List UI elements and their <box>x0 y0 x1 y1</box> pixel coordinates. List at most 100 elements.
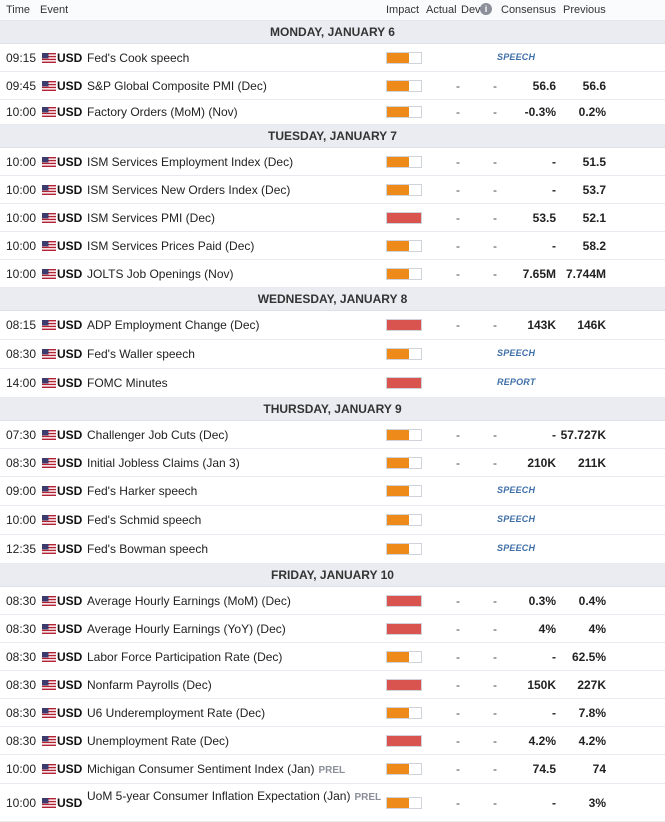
event-title[interactable]: Michigan Consumer Sentiment Index (Jan) <box>87 762 315 776</box>
event-title[interactable]: Fed's Schmid speech <box>87 513 202 527</box>
event-row[interactable]: 10:00 USD Fed's Schmid speech SPEECH <box>0 506 665 535</box>
event-title[interactable]: Average Hourly Earnings (YoY) (Dec) <box>87 622 286 636</box>
event-name[interactable]: JOLTS Job Openings (Nov) <box>87 267 234 281</box>
event-row[interactable]: 10:00 USD ISM Services Prices Paid (Dec) - -… <box>0 232 665 260</box>
consensus-value: 74.5 <box>532 762 556 776</box>
event-title[interactable]: S&P Global Composite PMI (Dec) <box>87 79 267 93</box>
event-time: 10:00 <box>6 211 37 225</box>
event-row[interactable]: 08:30 USD Labor Force Participation Rate (… <box>0 643 665 671</box>
event-name[interactable]: Factory Orders (MoM) (Nov) <box>87 105 238 119</box>
event-name[interactable]: Unemployment Rate (Dec) <box>87 734 229 748</box>
event-title[interactable]: ISM Services New Orders Index (Dec) <box>87 183 291 197</box>
event-title[interactable]: Fed's Bowman speech <box>87 542 209 556</box>
event-name[interactable]: Fed's Waller speech <box>87 347 195 361</box>
event-type-badge: SPEECH <box>497 52 536 62</box>
event-title[interactable]: Average Hourly Earnings (MoM) (Dec) <box>87 594 291 608</box>
deviation-value: - <box>493 318 497 332</box>
event-title[interactable]: Fed's Cook speech <box>87 51 190 65</box>
event-row[interactable]: 10:00 USD JOLTS Job Openings (Nov) - - 7.65M 7… <box>0 260 665 288</box>
event-name[interactable]: Michigan Consumer Sentiment Index (Jan) P… <box>87 762 345 776</box>
header-time[interactable]: Time <box>6 4 31 16</box>
event-name[interactable]: U6 Underemployment Rate (Dec) <box>87 706 265 720</box>
event-time: 09:45 <box>6 79 37 93</box>
event-title[interactable]: UoM 5-year Consumer Inflation Expectatio… <box>87 789 351 803</box>
consensus-value: -0.3% <box>524 105 556 119</box>
header-previous[interactable]: Previous <box>563 4 606 16</box>
event-row[interactable]: 09:00 USD Fed's Harker speech SPEECH <box>0 477 665 506</box>
event-row[interactable]: 09:15 USD Fed's Cook speech SPEECH <box>0 44 665 72</box>
event-time: 08:30 <box>6 622 37 636</box>
event-title[interactable]: ISM Services Prices Paid (Dec) <box>87 239 255 253</box>
event-row[interactable]: 08:30 USD U6 Underemployment Rate (Dec) - - -… <box>0 699 665 727</box>
event-row[interactable]: 10:00 USD ISM Services New Orders Index (D… <box>0 176 665 204</box>
us-flag-icon <box>42 596 56 606</box>
event-title[interactable]: Labor Force Participation Rate (Dec) <box>87 650 283 664</box>
event-title[interactable]: Challenger Job Cuts (Dec) <box>87 428 229 442</box>
event-name[interactable]: S&P Global Composite PMI (Dec) <box>87 79 267 93</box>
previous-value: 52.1 <box>582 211 606 225</box>
event-name[interactable]: Fed's Cook speech <box>87 51 189 65</box>
event-title[interactable]: Fed's Waller speech <box>87 347 195 361</box>
deviation-value: - <box>493 762 497 776</box>
event-name[interactable]: Labor Force Participation Rate (Dec) <box>87 650 282 664</box>
info-icon[interactable]: i <box>480 3 492 15</box>
day-header: FRIDAY, JANUARY 10 <box>0 564 665 587</box>
event-name[interactable]: Fed's Harker speech <box>87 484 197 498</box>
event-title[interactable]: JOLTS Job Openings (Nov) <box>87 267 234 281</box>
event-title[interactable]: Fed's Harker speech <box>87 484 198 498</box>
header-actual[interactable]: Actual <box>426 4 457 16</box>
event-row[interactable]: 10:00 USD ISM Services PMI (Dec) - - 53.5 52.1 <box>0 204 665 232</box>
event-name[interactable]: ISM Services Employment Index (Dec) <box>87 155 293 169</box>
event-name[interactable]: Nonfarm Payrolls (Dec) <box>87 678 212 692</box>
us-flag-icon <box>42 544 56 554</box>
event-currency: USD <box>57 513 83 527</box>
event-row[interactable]: 10:00 USD Michigan Consumer Sentiment Inde… <box>0 755 665 784</box>
event-name[interactable]: FOMC Minutes <box>87 376 168 390</box>
event-currency: USD <box>57 650 83 664</box>
event-name[interactable]: ISM Services Prices Paid (Dec) <box>87 239 254 253</box>
event-row[interactable]: 09:45 USD S&P Global Composite PMI (Dec) - -… <box>0 72 665 100</box>
event-name[interactable]: ADP Employment Change (Dec) <box>87 318 260 332</box>
deviation-value: - <box>493 650 497 664</box>
event-row[interactable]: 08:15 USD ADP Employment Change (Dec) - - 143… <box>0 311 665 340</box>
event-title[interactable]: Initial Jobless Claims (Jan 3) <box>87 456 240 470</box>
event-row[interactable]: 08:30 USD Fed's Waller speech SPEECH <box>0 340 665 369</box>
event-name[interactable]: ISM Services PMI (Dec) <box>87 211 215 225</box>
event-title[interactable]: Unemployment Rate (Dec) <box>87 734 230 748</box>
event-row[interactable]: 08:30 USD Average Hourly Earnings (MoM) (D… <box>0 587 665 615</box>
event-name[interactable]: Average Hourly Earnings (YoY) (Dec) <box>87 622 286 636</box>
actual-value: - <box>456 105 460 119</box>
event-row[interactable]: 10:00 USD Factory Orders (MoM) (Nov) - - -0.3… <box>0 100 665 125</box>
event-currency: USD <box>57 428 83 442</box>
event-name[interactable]: ISM Services New Orders Index (Dec) <box>87 183 290 197</box>
event-row[interactable]: 07:30 USD Challenger Job Cuts (Dec) - - -57.7… <box>0 421 665 449</box>
event-name[interactable]: Challenger Job Cuts (Dec) <box>87 428 228 442</box>
event-time: 08:30 <box>6 347 37 361</box>
header-impact[interactable]: Impact <box>386 4 420 16</box>
event-row[interactable]: 10:00 USD ISM Services Employment Index (D… <box>0 148 665 176</box>
event-name[interactable]: Initial Jobless Claims (Jan 3) <box>87 456 240 470</box>
event-name[interactable]: Fed's Schmid speech <box>87 513 201 527</box>
event-title[interactable]: U6 Underemployment Rate (Dec) <box>87 706 266 720</box>
event-title[interactable]: ADP Employment Change (Dec) <box>87 318 260 332</box>
event-row[interactable]: 08:30 USD Average Hourly Earnings (YoY) (D… <box>0 615 665 643</box>
event-name[interactable]: Fed's Bowman speech <box>87 542 208 556</box>
event-title[interactable]: FOMC Minutes <box>87 376 168 390</box>
header-event[interactable]: Event <box>40 4 69 16</box>
event-title[interactable]: Factory Orders (MoM) (Nov) <box>87 105 238 119</box>
event-row[interactable]: 08:30 USD Initial Jobless Claims (Jan 3) - -… <box>0 449 665 477</box>
impact-indicator <box>386 485 422 497</box>
event-row[interactable]: 12:35 USD Fed's Bowman speech SPEECH <box>0 535 665 564</box>
header-consensus[interactable]: Consensus <box>501 4 557 16</box>
event-row[interactable]: 10:00 USD UoM 5-year Consumer Inflation Ex… <box>0 784 665 822</box>
event-row[interactable]: 14:00 USD FOMC Minutes REPORT <box>0 369 665 398</box>
event-name[interactable]: UoM 5-year Consumer Inflation Expectatio… <box>87 789 381 803</box>
event-title[interactable]: ISM Services PMI (Dec) <box>87 211 216 225</box>
event-name[interactable]: Average Hourly Earnings (MoM) (Dec) <box>87 594 291 608</box>
header-dev[interactable]: Dev <box>461 4 481 16</box>
actual-value: - <box>456 428 460 442</box>
event-title[interactable]: ISM Services Employment Index (Dec) <box>87 155 294 169</box>
event-title[interactable]: Nonfarm Payrolls (Dec) <box>87 678 212 692</box>
event-row[interactable]: 08:30 USD Nonfarm Payrolls (Dec) - - 150K 227K <box>0 671 665 699</box>
event-row[interactable]: 08:30 USD Unemployment Rate (Dec) - - 4.2% 4.2… <box>0 727 665 755</box>
